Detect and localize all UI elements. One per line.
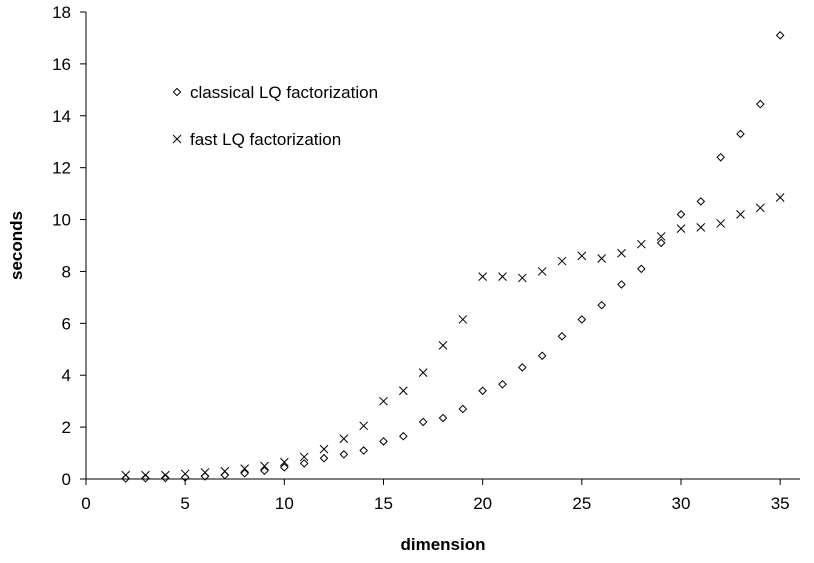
x-tick-label: 20 [473,494,492,513]
y-tick-label: 16 [52,55,71,74]
y-tick-label: 12 [52,159,71,178]
data-point [696,197,706,206]
data-point [637,264,646,274]
data-point [279,457,289,467]
data-point [557,331,567,341]
y-tick-label: 6 [62,314,71,333]
legend-item: fast LQ factorization [172,130,341,149]
data-point [379,396,388,406]
data-point [160,470,170,480]
data-point [656,238,666,248]
data-point [517,273,527,283]
data-point [418,417,428,427]
data-point [756,99,765,109]
series-diamond [121,31,785,483]
x-tick-label: 30 [672,494,691,513]
data-point [359,446,368,455]
data-point [339,434,349,444]
data-point [359,421,369,431]
data-point [121,470,131,480]
data-point [260,466,269,476]
data-point [220,470,230,480]
data-point [518,363,527,372]
data-point [597,300,606,310]
y-tick-label: 0 [62,470,71,489]
data-point [478,272,488,281]
x-tick-label: 5 [180,494,189,513]
data-point [775,31,785,40]
data-point [240,468,249,478]
data-point [617,280,626,289]
y-axis-title: seconds [7,211,26,280]
data-point [398,386,408,396]
data-point [240,464,250,473]
x-tick-label: 25 [572,494,591,513]
y-tick-label: 14 [52,107,71,126]
x-tick-label: 15 [374,494,393,513]
x-tick-label: 35 [771,494,790,513]
x-axis-title: dimension [400,535,485,554]
x-axis: 0 5 10 15 20 25 30 35 [81,478,800,513]
data-point [280,463,289,472]
data-point [736,129,745,139]
y-tick-label: 8 [62,262,71,281]
y-tick-label: 4 [62,366,71,385]
data-point [557,256,567,266]
y-tick-label: 18 [52,3,71,22]
data-point [676,224,686,233]
data-point [299,452,309,462]
data-point [656,232,666,241]
x-tick-label: 10 [275,494,294,513]
data-point [597,254,607,263]
data-point [716,152,725,162]
x-tick-label: 0 [81,494,90,513]
data-point [755,203,765,213]
data-point [458,315,468,324]
data-point [478,386,487,396]
legend: classical LQ factorization fast LQ factor… [172,83,378,149]
legend-label: fast LQ factorization [190,130,341,149]
data-point [319,444,329,454]
y-axis: 0 2 4 6 8 10 12 14 16 18 [52,3,87,489]
data-point [636,239,646,249]
data-point [577,315,587,324]
data-point [537,351,547,361]
data-point [617,248,626,258]
legend-item: classical LQ factorization [172,83,378,102]
series-markers [121,31,785,483]
data-point [458,404,468,414]
legend-marker [172,87,182,97]
legend-label: classical LQ factorization [190,83,378,102]
data-point [161,473,170,483]
data-point [200,468,210,477]
data-point [319,453,329,463]
data-point [498,379,507,389]
data-point [716,219,726,228]
data-point [379,437,388,446]
data-point [399,431,408,441]
data-point [438,341,448,350]
series-cross [121,193,785,480]
data-point [339,450,349,459]
data-point [736,210,745,219]
y-tick-label: 10 [52,211,71,230]
data-point [438,413,448,423]
data-point [775,193,785,202]
data-point [220,466,230,476]
data-point [676,210,686,219]
data-point [180,469,190,479]
y-tick-label: 2 [62,418,71,437]
data-point [498,272,507,281]
data-point [121,474,130,483]
data-point [696,222,706,232]
data-point [141,470,150,480]
data-point [418,368,428,377]
data-point [260,461,269,471]
data-point [299,459,309,468]
legend-marker [172,134,182,144]
data-point [537,267,547,276]
data-point [577,251,587,261]
